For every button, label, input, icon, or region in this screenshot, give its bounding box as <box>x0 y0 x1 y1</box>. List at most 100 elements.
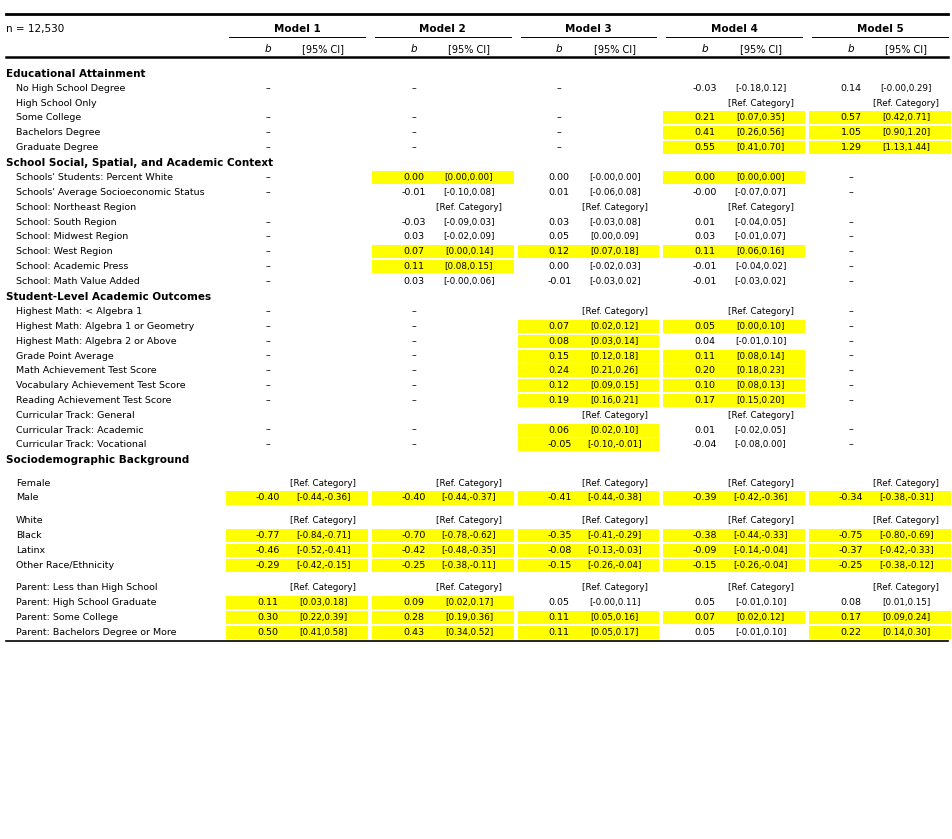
Text: Highest Math: Algebra 2 or Above: Highest Math: Algebra 2 or Above <box>16 336 176 346</box>
Text: [0.00,0.10]: [0.00,0.10] <box>736 322 783 331</box>
Bar <box>663 492 804 504</box>
Text: [-0.10,0.08]: [-0.10,0.08] <box>443 188 494 197</box>
Text: -0.09: -0.09 <box>692 546 717 555</box>
Text: –: – <box>265 188 269 197</box>
Bar <box>517 626 659 639</box>
Text: [-0.42,-0.36]: [-0.42,-0.36] <box>732 493 787 503</box>
Text: [95% CI]: [95% CI] <box>884 44 926 54</box>
Text: Vocabulary Achievement Test Score: Vocabulary Achievement Test Score <box>16 381 186 390</box>
Text: School Social, Spatial, and Academic Context: School Social, Spatial, and Academic Con… <box>6 158 273 168</box>
Text: 0.00: 0.00 <box>403 174 424 182</box>
Text: –: – <box>410 336 415 346</box>
Text: 0.05: 0.05 <box>694 628 715 637</box>
Text: [Ref. Category]: [Ref. Category] <box>435 516 502 525</box>
Text: -0.08: -0.08 <box>546 546 571 555</box>
Text: –: – <box>265 174 269 182</box>
Text: -0.00: -0.00 <box>692 188 717 197</box>
Text: [Ref. Category]: [Ref. Category] <box>289 479 356 487</box>
Text: Other Race/Ethnicity: Other Race/Ethnicity <box>16 560 114 570</box>
Text: No High School Degree: No High School Degree <box>16 84 126 93</box>
Text: –: – <box>265 336 269 346</box>
Text: [Ref. Category]: [Ref. Category] <box>872 99 939 107</box>
Text: Male: Male <box>16 493 38 503</box>
Text: Model 2: Model 2 <box>419 24 466 34</box>
Text: [Ref. Category]: [Ref. Category] <box>435 479 502 487</box>
Text: [-0.78,-0.62]: [-0.78,-0.62] <box>441 531 496 540</box>
Text: [0.15,0.20]: [0.15,0.20] <box>736 396 783 405</box>
Text: [0.02,0.12]: [0.02,0.12] <box>736 613 783 622</box>
Text: [0.05,0.16]: [0.05,0.16] <box>590 613 638 622</box>
Text: 0.19: 0.19 <box>548 396 569 405</box>
Text: Highest Math: Algebra 1 or Geometry: Highest Math: Algebra 1 or Geometry <box>16 322 194 331</box>
Text: –: – <box>265 322 269 331</box>
Text: [-0.00,0.29]: [-0.00,0.29] <box>880 84 931 93</box>
Text: –: – <box>410 425 415 435</box>
Text: -0.25: -0.25 <box>401 560 426 570</box>
Text: 0.07: 0.07 <box>694 613 715 622</box>
Text: –: – <box>410 307 415 316</box>
Text: -0.70: -0.70 <box>401 531 426 540</box>
Text: 0.57: 0.57 <box>840 113 861 122</box>
Text: [0.02,0.17]: [0.02,0.17] <box>445 598 492 607</box>
Text: –: – <box>265 248 269 256</box>
Text: [0.34,0.52]: [0.34,0.52] <box>445 628 492 637</box>
Text: [0.21,0.26]: [0.21,0.26] <box>590 367 638 375</box>
Bar <box>663 529 804 542</box>
Bar <box>371 597 513 609</box>
Text: 0.24: 0.24 <box>548 367 569 375</box>
Text: 0.41: 0.41 <box>694 128 715 138</box>
Text: -0.35: -0.35 <box>546 531 571 540</box>
Text: [0.01,0.15]: [0.01,0.15] <box>882 598 929 607</box>
Text: [0.02,0.10]: [0.02,0.10] <box>590 425 638 435</box>
Text: Curricular Track: Vocational: Curricular Track: Vocational <box>16 440 147 450</box>
Text: 0.11: 0.11 <box>694 352 715 361</box>
Text: [0.08,0.14]: [0.08,0.14] <box>736 352 783 361</box>
Text: School: Midwest Region: School: Midwest Region <box>16 232 129 242</box>
Text: [-0.01,0.10]: [-0.01,0.10] <box>734 628 785 637</box>
Text: [-0.06,0.08]: [-0.06,0.08] <box>588 188 640 197</box>
Text: 0.43: 0.43 <box>403 628 424 637</box>
Text: [-0.04,0.02]: [-0.04,0.02] <box>734 262 785 271</box>
Text: [-0.00,0.00]: [-0.00,0.00] <box>588 174 640 182</box>
Text: -0.38: -0.38 <box>692 531 717 540</box>
Text: 0.00: 0.00 <box>548 262 569 271</box>
Text: Parent: Some College: Parent: Some College <box>16 613 118 622</box>
Text: –: – <box>847 440 852 450</box>
Text: -0.29: -0.29 <box>255 560 280 570</box>
Text: Graduate Degree: Graduate Degree <box>16 143 98 152</box>
Bar <box>226 492 367 504</box>
Bar <box>808 626 950 639</box>
Text: [0.16,0.21]: [0.16,0.21] <box>590 396 638 405</box>
Bar <box>517 439 659 451</box>
Text: –: – <box>847 217 852 227</box>
Text: Reading Achievement Test Score: Reading Achievement Test Score <box>16 396 171 405</box>
Text: 1.05: 1.05 <box>840 128 861 138</box>
Text: Model 4: Model 4 <box>710 24 757 34</box>
Text: –: – <box>265 128 269 138</box>
Text: [0.07,0.35]: [0.07,0.35] <box>736 113 784 122</box>
Text: School: Northeast Region: School: Northeast Region <box>16 203 136 212</box>
Text: [0.22,0.39]: [0.22,0.39] <box>299 613 347 622</box>
Bar <box>226 544 367 557</box>
Text: [-0.00,0.11]: [-0.00,0.11] <box>588 598 640 607</box>
Text: 0.03: 0.03 <box>403 232 424 242</box>
Text: 0.30: 0.30 <box>257 613 278 622</box>
Text: –: – <box>847 396 852 405</box>
Text: [0.08,0.13]: [0.08,0.13] <box>736 381 783 390</box>
Bar <box>663 394 804 407</box>
Text: –: – <box>847 307 852 316</box>
Text: –: – <box>556 143 561 152</box>
Text: [-0.44,-0.38]: [-0.44,-0.38] <box>586 493 642 503</box>
Bar <box>808 544 950 557</box>
Text: Parent: Bachelors Degree or More: Parent: Bachelors Degree or More <box>16 628 176 637</box>
Text: [Ref. Category]: [Ref. Category] <box>435 203 502 212</box>
Text: b: b <box>264 44 270 54</box>
Text: [-0.13,-0.03]: [-0.13,-0.03] <box>586 546 642 555</box>
Text: 0.12: 0.12 <box>548 381 569 390</box>
Text: [0.09,0.24]: [0.09,0.24] <box>882 613 929 622</box>
Text: [Ref. Category]: [Ref. Category] <box>289 516 356 525</box>
Text: –: – <box>265 113 269 122</box>
Bar <box>517 424 659 436</box>
Text: [-0.38,-0.11]: [-0.38,-0.11] <box>441 560 496 570</box>
Text: –: – <box>410 84 415 93</box>
